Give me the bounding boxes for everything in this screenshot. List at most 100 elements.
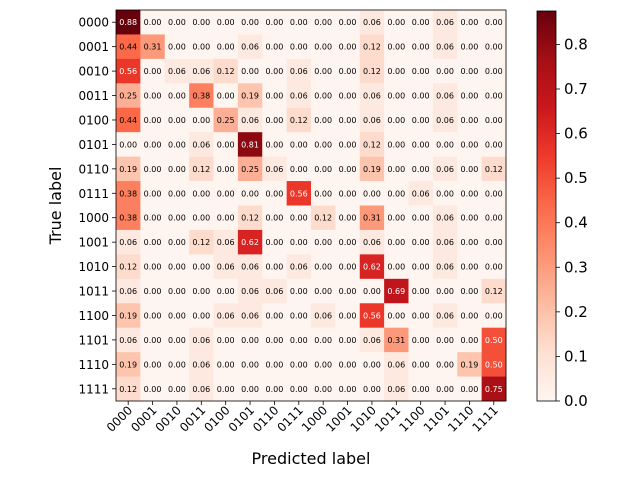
heatmap-cell (335, 254, 361, 280)
cell-value-label: 0.00 (144, 92, 162, 101)
cell-value-label: 0.25 (119, 92, 137, 101)
heatmap-cell (237, 278, 263, 304)
heatmap-cell (408, 132, 434, 158)
cell-value-label: 0.00 (266, 140, 284, 149)
heatmap-cell (408, 58, 434, 84)
cell-value-label: 0.00 (266, 116, 284, 125)
heatmap-cell (335, 83, 361, 109)
cell-value-label: 0.75 (485, 385, 503, 394)
cell-value-label: 0.00 (461, 214, 479, 223)
cell-value-label: 0.00 (485, 18, 503, 27)
cell-value-label: 0.00 (144, 214, 162, 223)
y-tick-label: 1101 (78, 333, 109, 347)
heatmap-cell (457, 107, 483, 133)
cell-value-label: 0.00 (266, 263, 284, 272)
x-tick-label: 0110 (250, 403, 281, 434)
colorbar-tick-label: 0.1 (564, 347, 588, 365)
cell-value-label: 0.00 (144, 385, 162, 394)
cell-value-label: 0.06 (192, 67, 210, 76)
heatmap-cell (237, 229, 263, 255)
cell-value-label: 0.00 (339, 287, 357, 296)
cell-value-label: 0.00 (144, 263, 162, 272)
cell-value-label: 0.00 (217, 43, 235, 52)
heatmap-cell (432, 156, 458, 182)
cell-value-label: 0.00 (339, 92, 357, 101)
heatmap-cell (359, 352, 385, 377)
cell-value-label: 0.38 (192, 92, 210, 101)
cell-value-label: 0.00 (387, 311, 405, 320)
cell-value-label: 0.00 (339, 165, 357, 174)
heatmap-cell (262, 303, 288, 329)
heatmap-cell (311, 34, 336, 60)
heatmap-cell (116, 132, 141, 158)
cell-value-label: 0.00 (387, 214, 405, 223)
heatmap-cell (164, 327, 190, 353)
heatmap-cell (359, 205, 385, 231)
heatmap-cell (164, 10, 190, 35)
x-axis-label: Predicted label (252, 449, 371, 468)
cell-value-label: 0.19 (363, 165, 381, 174)
cell-value-label: 0.00 (314, 263, 332, 272)
cell-value-label: 0.00 (266, 238, 284, 247)
heatmap-cell (311, 327, 336, 353)
cell-value-label: 0.00 (266, 336, 284, 345)
cell-value-label: 0.00 (290, 140, 308, 149)
cell-value-label: 0.00 (412, 311, 430, 320)
y-tick-label: 0100 (78, 113, 109, 127)
heatmap-cell (140, 132, 166, 158)
heatmap-cell (359, 278, 385, 304)
cell-value-label: 0.00 (168, 116, 186, 125)
heatmap-cell (237, 10, 263, 35)
heatmap-cell (237, 132, 263, 158)
heatmap-cell (457, 352, 483, 377)
heatmap-cell (189, 156, 214, 182)
cell-value-label: 0.00 (119, 140, 137, 149)
cell-value-label: 0.00 (461, 92, 479, 101)
cell-value-label: 0.00 (217, 165, 235, 174)
cell-value-label: 0.00 (290, 43, 308, 52)
heatmap-cell (164, 205, 190, 231)
heatmap-cell (457, 303, 483, 329)
cell-value-label: 0.06 (290, 67, 308, 76)
heatmap-cell (384, 181, 409, 206)
cell-value-label: 0.00 (485, 140, 503, 149)
heatmap-cell (432, 376, 458, 402)
heatmap-cell (262, 181, 288, 206)
heatmap-cell (213, 303, 239, 329)
heatmap-cell (189, 254, 214, 280)
heatmap-cell (286, 303, 312, 329)
cell-value-label: 0.00 (387, 67, 405, 76)
heatmap-cell (311, 83, 336, 109)
heatmap-cell (237, 181, 263, 206)
heatmap-cell (262, 376, 288, 402)
cell-value-label: 0.06 (387, 360, 405, 369)
cell-value-label: 0.00 (144, 336, 162, 345)
heatmap-cell (213, 278, 239, 304)
colorbar-tick-label: 0.2 (564, 303, 588, 321)
cell-value-label: 0.00 (363, 360, 381, 369)
heatmap-cell (140, 181, 166, 206)
cell-value-label: 0.00 (461, 43, 479, 52)
heatmap-cell (359, 83, 385, 109)
heatmap-cell (384, 83, 409, 109)
heatmap-cell (335, 132, 361, 158)
cell-value-label: 0.00 (168, 189, 186, 198)
cell-value-label: 0.00 (387, 238, 405, 247)
heatmap-cell (432, 10, 458, 35)
cell-value-label: 0.00 (461, 263, 479, 272)
heatmap-cell (311, 132, 336, 158)
cell-value-label: 0.06 (241, 263, 259, 272)
cell-value-label: 0.06 (217, 238, 235, 247)
y-axis-label: True label (46, 167, 65, 246)
x-tick-label: 0011 (177, 403, 208, 434)
cell-value-label: 0.00 (412, 336, 430, 345)
heatmap-cell (359, 34, 385, 60)
cell-value-label: 0.00 (192, 116, 210, 125)
heatmap-cell (432, 132, 458, 158)
x-tick-labels: 0000000100100011010001010110011110001001… (104, 401, 501, 435)
cell-value-label: 0.00 (461, 116, 479, 125)
cell-value-label: 0.00 (144, 238, 162, 247)
cell-value-label: 0.00 (144, 360, 162, 369)
heatmap-cell (408, 303, 434, 329)
heatmap-cell (481, 58, 507, 84)
